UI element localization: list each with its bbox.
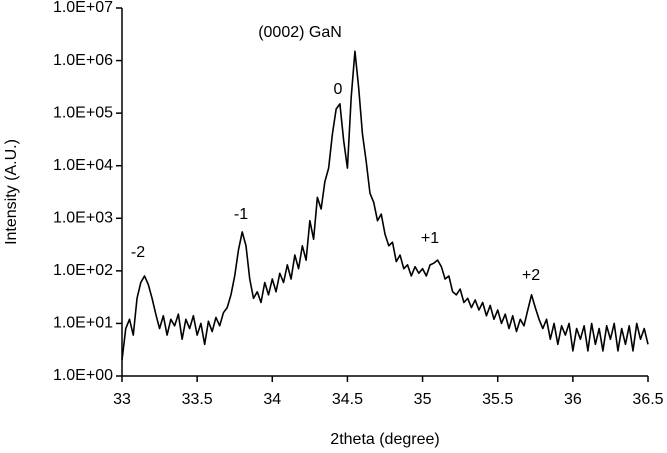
x-tick-label: 36.5	[632, 391, 663, 408]
x-tick-label: 33	[113, 391, 131, 408]
annotation: +2	[522, 267, 540, 284]
y-axis-title: Intensity (A.U.)	[3, 139, 20, 245]
annotation: -2	[131, 244, 145, 261]
y-tick-label: 1.0E+07	[53, 0, 113, 16]
x-tick-label: 35.5	[482, 391, 513, 408]
y-tick-label: 1.0E+06	[53, 52, 113, 69]
data-line	[121, 50, 649, 361]
x-tick-label: 36	[564, 391, 582, 408]
annotation: (0002) GaN	[258, 24, 342, 41]
x-tick-label: 35	[414, 391, 432, 408]
annotation: 0	[334, 81, 343, 98]
annotation: -1	[234, 206, 248, 223]
y-tick-label: 1.0E+02	[53, 262, 113, 279]
x-tick-label: 34	[263, 391, 281, 408]
x-tick-label: 34.5	[332, 391, 363, 408]
x-tick-label: 33.5	[182, 391, 213, 408]
y-tick-label: 1.0E+00	[53, 367, 113, 384]
y-tick-label: 1.0E+04	[53, 157, 113, 174]
x-axis-title: 2theta (degree)	[330, 431, 439, 448]
annotation: +1	[421, 230, 439, 247]
y-tick-label: 1.0E+01	[53, 315, 113, 332]
y-tick-label: 1.0E+05	[53, 104, 113, 121]
y-tick-label: 1.0E+03	[53, 210, 113, 227]
